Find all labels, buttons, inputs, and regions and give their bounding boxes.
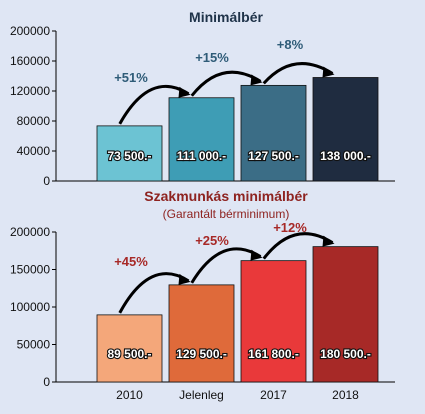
y-tick-label: 100000 — [10, 300, 50, 314]
chart-panel-2: Szakmunkás minimálbér (Garantált bérminim… — [10, 188, 395, 402]
bar-2018 — [312, 77, 379, 182]
growth-label: +45% — [114, 254, 148, 269]
bar-value-label: 138 000.- — [320, 149, 371, 163]
bar-value-label: 127 500.- — [248, 149, 299, 163]
bar-2017 — [240, 260, 307, 383]
growth-arrowhead — [178, 273, 191, 285]
y-tick-label: 50000 — [17, 338, 51, 352]
x-category-label: Jelenleg — [179, 388, 224, 402]
y-tick-label: 80000 — [17, 114, 51, 128]
bar-jelenleg — [168, 97, 235, 182]
bar-2010 — [96, 314, 163, 383]
y-tick-label: 200000 — [10, 24, 50, 38]
growth-label: +51% — [114, 70, 148, 85]
bar-value-label: 111 000.- — [177, 149, 226, 163]
growth-arrowhead — [250, 74, 263, 86]
bar-value-label: 180 500.- — [320, 347, 371, 361]
bar-jelenleg — [168, 284, 235, 383]
growth-label: +15% — [195, 50, 229, 65]
y-tick-label: 160000 — [10, 54, 50, 68]
y-tick-label: 40000 — [17, 144, 51, 158]
y-tick-label: 120000 — [10, 84, 50, 98]
x-category-label: 2017 — [260, 388, 287, 402]
growth-arrowhead — [322, 66, 335, 78]
chart-panel-1: Minimálbér 0 40000 80000 120000 160000 200000 7… — [10, 9, 395, 188]
y-tick-label: 200000 — [10, 225, 50, 239]
growth-arrowhead — [322, 235, 335, 247]
y-tick-label: 0 — [43, 174, 50, 188]
bar-value-label: 73 500.- — [107, 149, 151, 163]
bar-value-label: 89 500.- — [107, 347, 151, 361]
growth-arrowhead — [178, 86, 191, 98]
chart-subtitle: (Garantált bérminimum) — [163, 207, 290, 221]
growth-label: +25% — [195, 233, 229, 248]
x-category-label: 2010 — [116, 388, 143, 402]
growth-arrowhead — [250, 249, 263, 261]
bar-2010 — [96, 125, 163, 182]
bar-value-label: 129 500.- — [176, 347, 227, 361]
growth-label: +12% — [273, 220, 307, 235]
y-tick-label: 150000 — [10, 263, 50, 277]
bar-2018 — [312, 246, 379, 383]
chart-title: Szakmunkás minimálbér — [144, 188, 308, 204]
y-tick-label: 0 — [43, 375, 50, 389]
bar-value-label: 161 800.- — [248, 347, 299, 361]
bar-2017 — [240, 84, 307, 182]
chart-title: Minimálbér — [189, 9, 263, 25]
x-category-label: 2018 — [332, 388, 359, 402]
growth-label: +8% — [277, 37, 304, 52]
